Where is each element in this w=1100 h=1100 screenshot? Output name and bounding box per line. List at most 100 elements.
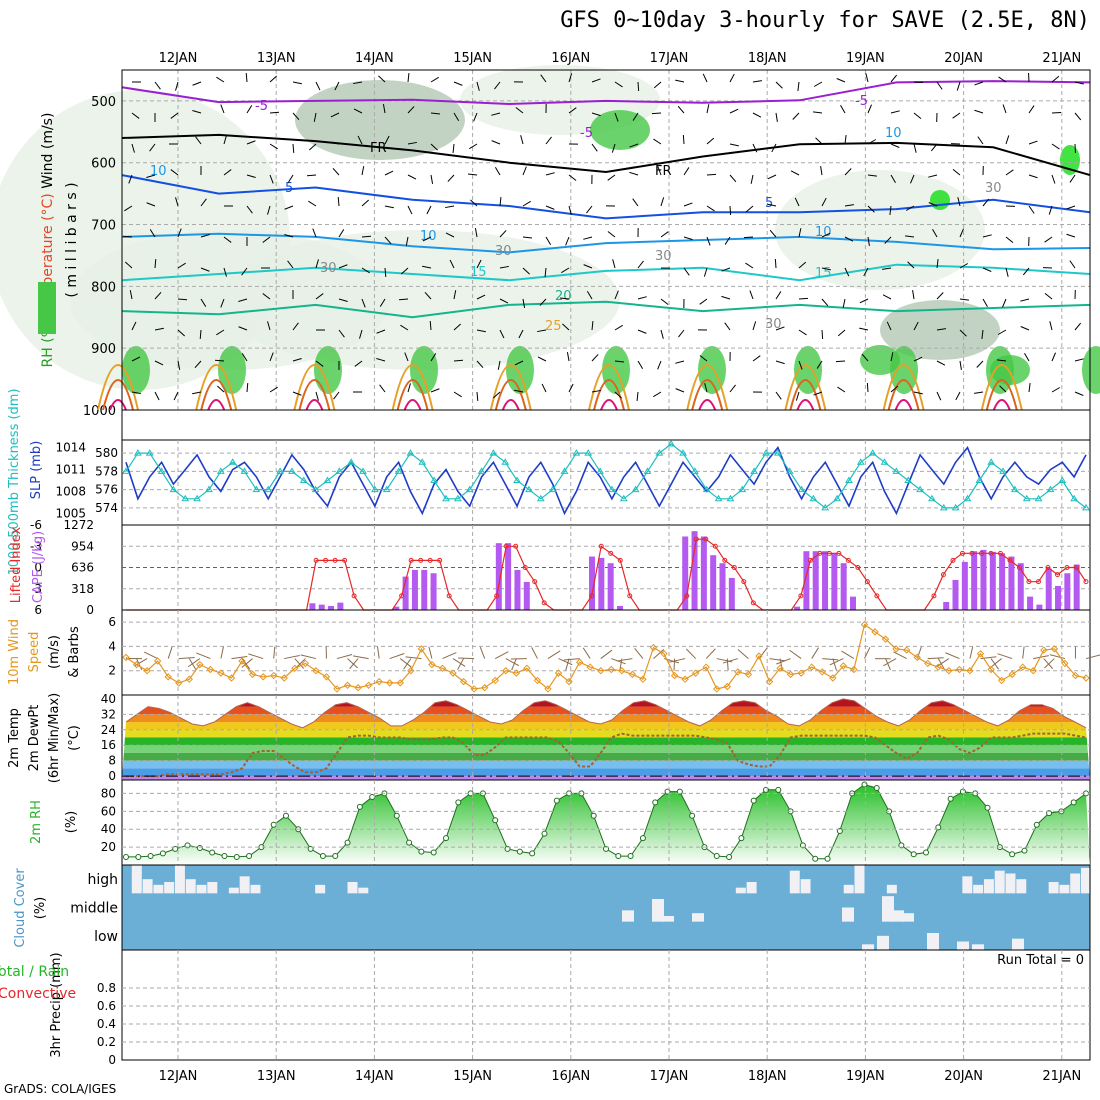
- wind-barb: [192, 391, 202, 395]
- wind-barb: [359, 329, 363, 339]
- dewpoint-line: [126, 732, 1087, 778]
- wind-speed-point: [333, 685, 341, 693]
- wind-speed-point: [586, 663, 594, 671]
- wind-barb: [177, 262, 186, 269]
- wind-barb: [798, 297, 809, 300]
- cloud-high-bar: [207, 882, 218, 894]
- wind-barb: [632, 198, 639, 207]
- wind-barb-10m: [779, 658, 783, 671]
- wind-barb: [1051, 387, 1061, 393]
- contour-label: 10: [420, 229, 437, 244]
- wind-barb: [429, 320, 432, 331]
- wind-barb: [637, 329, 647, 334]
- lifted-index-point: [684, 593, 690, 599]
- cape-bar: [849, 596, 856, 610]
- wind-barb: [514, 360, 524, 366]
- wind-barb: [568, 107, 577, 114]
- contour-label: 30: [655, 249, 672, 264]
- rh-unit: (%): [64, 811, 79, 834]
- rh-point: [184, 842, 191, 849]
- wind-barb: [491, 112, 501, 116]
- wind-barb: [890, 385, 899, 393]
- rh-shade: [218, 346, 246, 394]
- thickness-point: [359, 467, 367, 474]
- lifted-index-point: [1045, 565, 1051, 570]
- thickness-point: [845, 476, 853, 483]
- wind-barb: [308, 143, 317, 151]
- wind-speed-point: [808, 663, 816, 671]
- date-label-bottom: 21JAN: [1042, 1069, 1081, 1084]
- wind-barb: [131, 112, 140, 119]
- wind-barb-10m: [336, 653, 353, 660]
- rh-point: [430, 849, 437, 856]
- wind-barb: [890, 352, 894, 362]
- thickness-point: [702, 485, 711, 493]
- wind-barb: [494, 167, 501, 176]
- rh-point: [984, 804, 991, 811]
- wind-barb-10m: [945, 652, 960, 660]
- wind-barb: [354, 360, 363, 367]
- wind-speed-point: [438, 664, 447, 672]
- cape-bar: [682, 536, 689, 610]
- wind-barb-10m: [347, 658, 358, 669]
- wind-barb: [541, 383, 547, 393]
- wind-barb: [798, 360, 803, 370]
- isotherm-35: [403, 399, 422, 411]
- wind-barb: [867, 139, 877, 145]
- wind-barb: [473, 112, 478, 122]
- wind-barb-10m: [547, 650, 561, 659]
- temp-ylabel: (°C): [67, 725, 82, 751]
- cape-bar: [812, 551, 819, 610]
- wind-barb: [586, 291, 593, 300]
- wind-barb-10m: [758, 647, 768, 659]
- wind-barb: [936, 259, 939, 269]
- lifted-index-point: [313, 557, 319, 563]
- wind-speed-point: [1061, 659, 1069, 668]
- wind-barb: [361, 199, 370, 207]
- wind-speed-line: [125, 623, 1087, 690]
- thickness-point: [904, 476, 913, 483]
- cape-bar: [616, 605, 623, 610]
- contour-label: 10: [815, 225, 832, 240]
- wind-barb: [866, 382, 869, 393]
- wind-barb: [675, 79, 685, 83]
- wind-barb: [952, 112, 961, 119]
- wind-barb: [192, 110, 202, 114]
- wind-barb: [981, 329, 984, 339]
- wind-barb-10m: [832, 658, 837, 671]
- wind-barb: [743, 236, 754, 239]
- wind-barb-10m: [722, 658, 739, 664]
- rh-point: [726, 853, 733, 860]
- wind-barb: [404, 352, 409, 362]
- wind-barb-10m: [389, 653, 405, 660]
- wind-barb: [407, 205, 413, 215]
- lifted-index-point: [874, 593, 880, 599]
- wind-barb: [430, 388, 440, 393]
- wind-barb-10m: [531, 647, 538, 659]
- temp-band: [122, 752, 1090, 761]
- wind-barb: [813, 111, 823, 114]
- wind-barb: [798, 261, 807, 269]
- wind-barb: [287, 174, 294, 183]
- lifted-index-point: [342, 557, 348, 563]
- wind-barb: [798, 228, 802, 238]
- wind-barb: [313, 112, 317, 122]
- wind-barb: [750, 174, 754, 184]
- wind-barb: [835, 360, 846, 363]
- wind-barb-10m: [669, 658, 686, 663]
- wind-barb: [565, 236, 570, 246]
- wind-barb: [262, 236, 271, 243]
- wind-barb: [146, 174, 156, 178]
- wind-speed-point: [533, 676, 542, 685]
- cape-bar: [1064, 573, 1071, 610]
- rh-point: [393, 812, 400, 819]
- wind-barb: [1028, 205, 1035, 214]
- lifted-index-point: [351, 593, 357, 599]
- wind-barb: [499, 329, 505, 339]
- cloud-middle-bar: [662, 916, 674, 922]
- date-label-top: 20JAN: [944, 51, 983, 66]
- wind-barb-10m: [452, 658, 466, 667]
- date-label-bottom: 12JAN: [159, 1069, 198, 1084]
- wind-barb: [657, 360, 662, 370]
- rh-point: [873, 785, 880, 792]
